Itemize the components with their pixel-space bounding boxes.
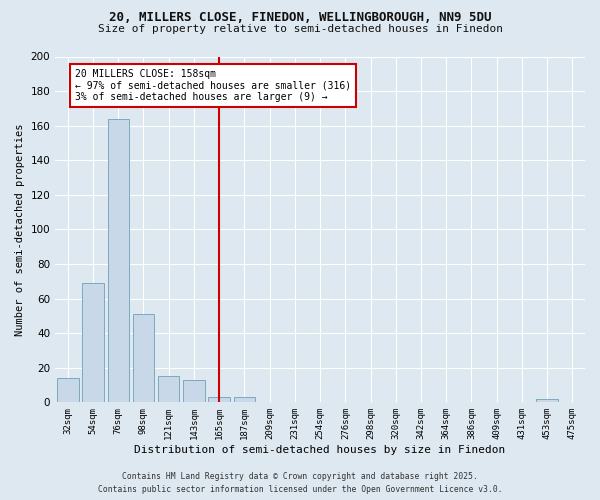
Y-axis label: Number of semi-detached properties: Number of semi-detached properties [15, 123, 25, 336]
Bar [233, 397, 255, 402]
Bar [536, 399, 558, 402]
Text: Contains HM Land Registry data © Crown copyright and database right 2025.
Contai: Contains HM Land Registry data © Crown c… [98, 472, 502, 494]
Text: 20, MILLERS CLOSE, FINEDON, WELLINGBOROUGH, NN9 5DU: 20, MILLERS CLOSE, FINEDON, WELLINGBOROU… [109, 11, 491, 24]
X-axis label: Distribution of semi-detached houses by size in Finedon: Distribution of semi-detached houses by … [134, 445, 506, 455]
Bar [133, 314, 154, 402]
Bar [57, 378, 79, 402]
Text: Size of property relative to semi-detached houses in Finedon: Size of property relative to semi-detach… [97, 24, 503, 34]
Bar [158, 376, 179, 402]
Bar [82, 283, 104, 403]
Text: 20 MILLERS CLOSE: 158sqm
← 97% of semi-detached houses are smaller (316)
3% of s: 20 MILLERS CLOSE: 158sqm ← 97% of semi-d… [76, 68, 352, 102]
Bar [208, 397, 230, 402]
Bar [107, 118, 129, 403]
Bar [183, 380, 205, 402]
